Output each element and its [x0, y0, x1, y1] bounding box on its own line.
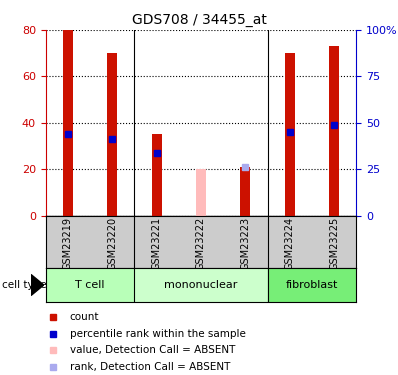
Text: cell type: cell type: [2, 280, 47, 290]
Text: GSM23219: GSM23219: [63, 217, 73, 270]
Bar: [63, 30, 73, 216]
Bar: [46, 268, 135, 302]
Text: rank, Detection Call = ABSENT: rank, Detection Call = ABSENT: [70, 362, 230, 372]
Text: percentile rank within the sample: percentile rank within the sample: [70, 329, 246, 339]
Text: GSM23221: GSM23221: [152, 217, 162, 270]
Bar: [267, 268, 356, 302]
Text: GDS708 / 34455_at: GDS708 / 34455_at: [132, 13, 266, 27]
Text: GSM23223: GSM23223: [240, 217, 250, 270]
Text: count: count: [70, 312, 99, 322]
Polygon shape: [31, 274, 44, 296]
Bar: [285, 53, 295, 216]
Text: GSM23224: GSM23224: [285, 217, 295, 270]
Text: value, Detection Call = ABSENT: value, Detection Call = ABSENT: [70, 345, 235, 355]
Bar: [329, 46, 339, 216]
Text: GSM23225: GSM23225: [329, 217, 339, 270]
Text: fibroblast: fibroblast: [286, 280, 338, 290]
Text: T cell: T cell: [75, 280, 105, 290]
Bar: [196, 169, 206, 216]
Bar: [152, 134, 162, 216]
Bar: [107, 53, 117, 216]
Bar: [135, 268, 267, 302]
Text: mononuclear: mononuclear: [164, 280, 238, 290]
Bar: [240, 167, 250, 216]
Text: GSM23220: GSM23220: [107, 217, 117, 270]
Text: GSM23222: GSM23222: [196, 217, 206, 270]
